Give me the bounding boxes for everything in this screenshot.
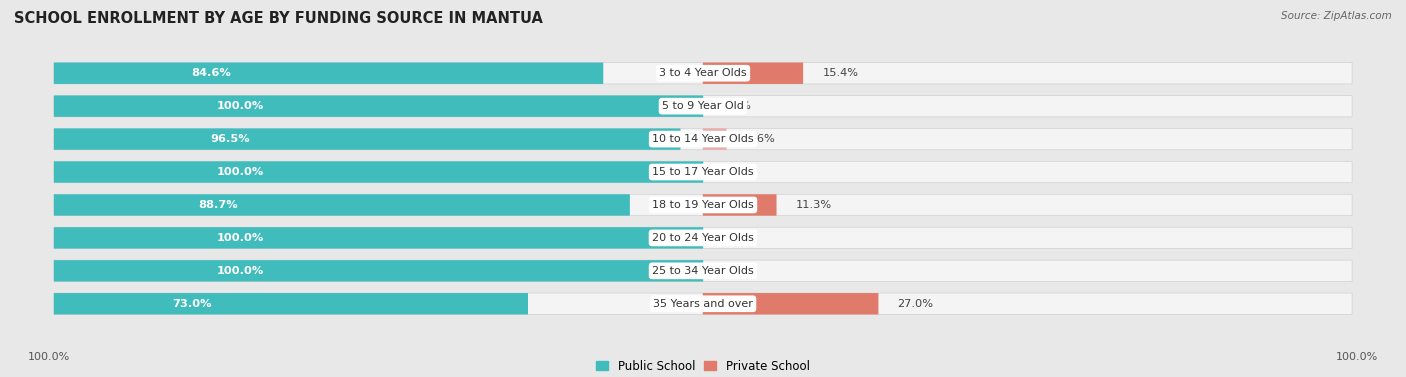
Text: 84.6%: 84.6%	[191, 68, 231, 78]
FancyBboxPatch shape	[53, 194, 1353, 216]
FancyBboxPatch shape	[53, 227, 703, 248]
FancyBboxPatch shape	[53, 293, 1353, 314]
Text: 11.3%: 11.3%	[796, 200, 832, 210]
FancyBboxPatch shape	[703, 129, 727, 150]
Text: SCHOOL ENROLLMENT BY AGE BY FUNDING SOURCE IN MANTUA: SCHOOL ENROLLMENT BY AGE BY FUNDING SOUR…	[14, 11, 543, 26]
Text: 5 to 9 Year Old: 5 to 9 Year Old	[662, 101, 744, 111]
FancyBboxPatch shape	[53, 194, 630, 216]
FancyBboxPatch shape	[53, 293, 529, 314]
FancyBboxPatch shape	[53, 95, 1353, 117]
Text: 18 to 19 Year Olds: 18 to 19 Year Olds	[652, 200, 754, 210]
Text: 100.0%: 100.0%	[28, 352, 70, 362]
Text: Source: ZipAtlas.com: Source: ZipAtlas.com	[1281, 11, 1392, 21]
Legend: Public School, Private School: Public School, Private School	[592, 355, 814, 377]
FancyBboxPatch shape	[53, 95, 703, 117]
Text: 100.0%: 100.0%	[217, 266, 263, 276]
Text: 0.0%: 0.0%	[723, 101, 751, 111]
Text: 15.4%: 15.4%	[823, 68, 859, 78]
Text: 3 to 4 Year Olds: 3 to 4 Year Olds	[659, 68, 747, 78]
FancyBboxPatch shape	[703, 194, 776, 216]
Text: 100.0%: 100.0%	[217, 233, 263, 243]
FancyBboxPatch shape	[53, 227, 1353, 248]
Text: 96.5%: 96.5%	[211, 134, 250, 144]
Text: 0.0%: 0.0%	[723, 266, 751, 276]
Text: 25 to 34 Year Olds: 25 to 34 Year Olds	[652, 266, 754, 276]
Text: 88.7%: 88.7%	[198, 200, 238, 210]
FancyBboxPatch shape	[53, 161, 703, 183]
FancyBboxPatch shape	[53, 161, 1353, 183]
Text: 10 to 14 Year Olds: 10 to 14 Year Olds	[652, 134, 754, 144]
Text: 100.0%: 100.0%	[1336, 352, 1378, 362]
Text: 15 to 17 Year Olds: 15 to 17 Year Olds	[652, 167, 754, 177]
Text: 20 to 24 Year Olds: 20 to 24 Year Olds	[652, 233, 754, 243]
Text: 100.0%: 100.0%	[217, 167, 263, 177]
FancyBboxPatch shape	[53, 260, 703, 282]
Text: 100.0%: 100.0%	[217, 101, 263, 111]
Text: 73.0%: 73.0%	[173, 299, 212, 309]
Text: 27.0%: 27.0%	[897, 299, 934, 309]
FancyBboxPatch shape	[53, 129, 1353, 150]
FancyBboxPatch shape	[703, 293, 879, 314]
Text: 0.0%: 0.0%	[723, 167, 751, 177]
FancyBboxPatch shape	[53, 260, 1353, 282]
FancyBboxPatch shape	[703, 63, 803, 84]
Text: 35 Years and over: 35 Years and over	[652, 299, 754, 309]
FancyBboxPatch shape	[53, 129, 681, 150]
FancyBboxPatch shape	[53, 63, 603, 84]
FancyBboxPatch shape	[53, 63, 1353, 84]
Text: 0.0%: 0.0%	[723, 233, 751, 243]
Text: 3.6%: 3.6%	[745, 134, 775, 144]
